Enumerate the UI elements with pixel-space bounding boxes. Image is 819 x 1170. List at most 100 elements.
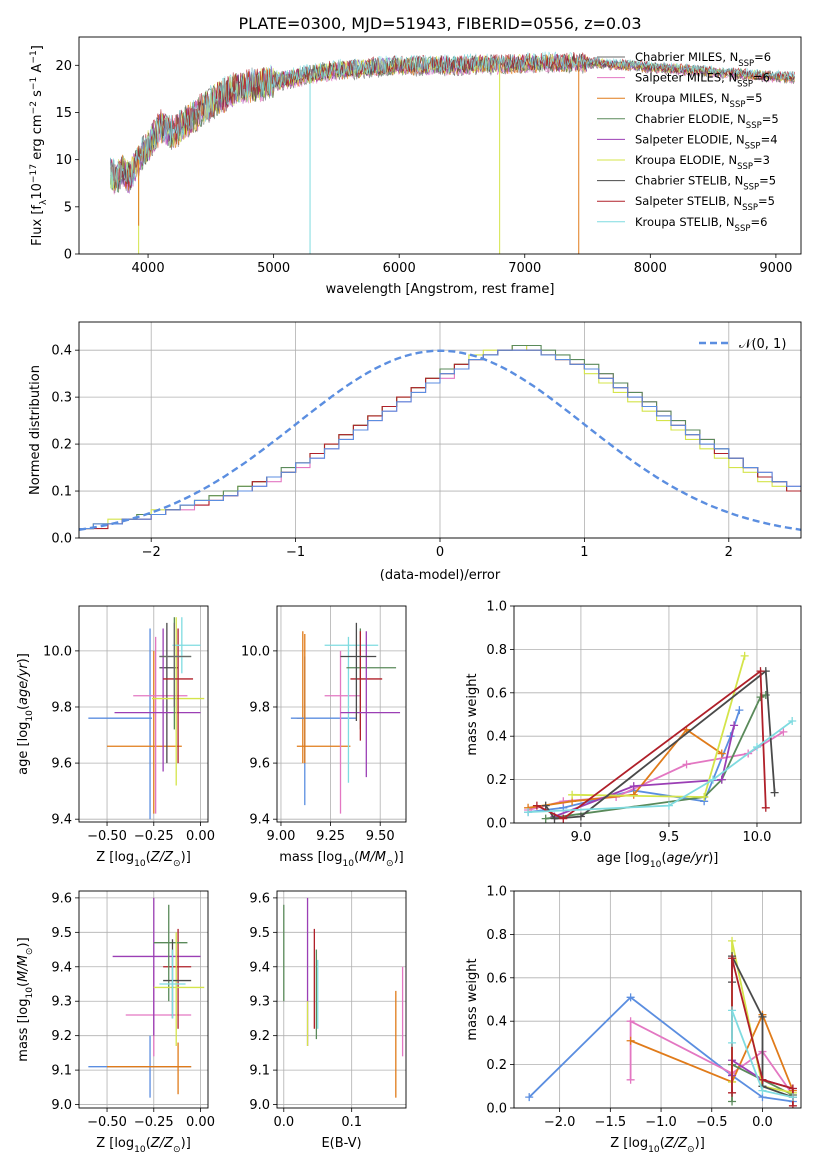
y-tick-label: 0.4 (486, 1015, 507, 1030)
y-axis-label: Flux [fλ10−17 erg cm−2 s−1 A−1] (29, 45, 49, 246)
y-tick-label: 0.6 (486, 686, 507, 701)
panel-age_vs_mass: 9.00 9.25 9.50 9.4 9.6 9.8 10.0 mass [log10(M/M… (241, 605, 407, 869)
label-part: Flux [f (30, 205, 45, 246)
plus-marker (728, 954, 737, 963)
y-tick-label: 9.8 (249, 700, 270, 715)
legend-label: Kroupa MILES, NSSP=5 (635, 91, 762, 110)
x-tick-label: 0 (436, 545, 444, 560)
legend-tail: =6 (754, 50, 771, 64)
legend-sub: SSP (742, 203, 758, 213)
y-tick-label: 1.0 (486, 600, 507, 615)
x-tick-label: −0.25 (134, 1115, 174, 1130)
x-axis-label: wavelength [Angstrom, rest frame] (326, 282, 555, 297)
x-tick-label: 9000 (759, 261, 792, 276)
panel-spectrum: 4000 5000 6000 7000 8000 9000 0 5 10 15 20 waveleng… (29, 36, 802, 297)
y-tick-label: 15 (55, 106, 72, 121)
x-tick-label: 9.00 (266, 829, 295, 844)
plus-marker (629, 782, 638, 791)
plus-marker (770, 788, 779, 797)
x-tick-label: −1.5 (595, 1115, 627, 1130)
y-tick-label: 9.5 (51, 926, 72, 941)
legend-tail: =5 (745, 91, 762, 105)
y-tick-label: 10.0 (241, 644, 270, 659)
label-part: −1 (29, 77, 39, 90)
plus-marker (756, 667, 765, 676)
axes-frame (78, 890, 209, 1109)
y-tick-label: 9.5 (249, 926, 270, 941)
label-part: Z [log (96, 850, 134, 865)
legend-main: Salpeter MILES, N (635, 71, 737, 85)
y-axis-label: mass weight (465, 673, 480, 755)
x-tick-label: 9.50 (366, 829, 395, 844)
legend-sub: SSP (738, 59, 754, 69)
label-part: 10 (342, 859, 354, 869)
plus-marker (788, 1093, 797, 1102)
y-tick-label: 0.2 (486, 773, 507, 788)
y-tick-label: 1.0 (486, 885, 507, 900)
legend-tail: =3 (753, 153, 770, 167)
y-tick-label: 0.0 (486, 1102, 507, 1117)
y-tick-label: 9.4 (249, 960, 270, 975)
plus-marker (740, 651, 749, 660)
legend-tail: =5 (759, 174, 776, 188)
label-part: Z [log (96, 1136, 134, 1151)
legend-sub: SSP (745, 141, 761, 151)
legend-main: Salpeter ELODIE, N (635, 132, 745, 146)
y-tick-label: 9.2 (51, 1029, 72, 1044)
label-part: ( (354, 850, 359, 865)
plus-marker (664, 801, 673, 810)
label-part: erg cm (30, 114, 45, 163)
x-tick-label: 9.0 (571, 830, 592, 845)
grid-age_vs_Z (79, 606, 208, 822)
label-part: age/yr (16, 662, 31, 705)
x-tick-label: −2.0 (544, 1115, 576, 1130)
panel-mass_weight_vs_age: 9.0 9.5 10.0 0.0 0.2 0.4 0.6 0.8 1.0 age [log10(a… (465, 600, 802, 870)
plus-marker (735, 706, 744, 715)
label-part: 10 (650, 860, 662, 870)
plus-marker (761, 803, 770, 812)
legend-tail: =5 (762, 112, 779, 126)
x-tick-label: 4000 (132, 261, 165, 276)
x-axis-label: age [log10(age/yr)] (597, 851, 719, 870)
axes-frame (78, 605, 209, 823)
legend-sub: SSP (746, 121, 762, 131)
label-part: ⊙ (173, 859, 181, 869)
plus-marker (728, 1097, 737, 1106)
plot-area-mass_weight_vs_age (524, 651, 797, 823)
y-tick-label: 9.3 (249, 995, 270, 1010)
legend-main: Chabrier STELIB, N (635, 174, 743, 188)
label-part: −2 (29, 101, 39, 114)
label-part: 10 (25, 710, 35, 722)
y-tick-label: 9.2 (249, 1029, 270, 1044)
y-tick-label: 9.0 (51, 1098, 72, 1113)
y-tick-label: 0.3 (51, 391, 72, 406)
legend-main: Kroupa ELODIE, N (635, 153, 737, 167)
legend-sub: SSP (730, 100, 746, 110)
grid-mass_weight_vs_age (514, 605, 801, 824)
x-tick-label: 0.1 (341, 1115, 362, 1130)
plus-marker (717, 749, 726, 758)
label-part: ⊙ (687, 1145, 695, 1155)
label-part: ⊙ (386, 859, 394, 869)
x-tick-label: 5000 (257, 261, 290, 276)
label-part: −17 (29, 164, 39, 183)
legend-label: Salpeter ELODIE, NSSP=4 (635, 132, 778, 151)
y-tick-label: 0.0 (486, 817, 507, 832)
x-tick-label: −1.0 (645, 1115, 677, 1130)
weight-line (554, 725, 735, 818)
y-tick-label: 9.4 (51, 813, 72, 828)
y-tick-label: 9.6 (249, 891, 270, 906)
y-tick-label: 20 (55, 59, 72, 74)
plot-area-age_vs_Z (88, 617, 205, 820)
x-tick-label: 2 (725, 545, 733, 560)
x-tick-label: 9.25 (316, 829, 345, 844)
histogram-step (79, 349, 801, 530)
x-axis-label: mass [log10(M/M⊙)] (279, 850, 403, 869)
label-part: 10 (648, 1145, 660, 1155)
figure-title: PLATE=0300, MJD=51943, FIBERID=0556, z=0… (238, 14, 641, 33)
label-part: M/M (359, 850, 386, 865)
plus-marker (568, 790, 577, 799)
axes-frame (276, 890, 407, 1109)
